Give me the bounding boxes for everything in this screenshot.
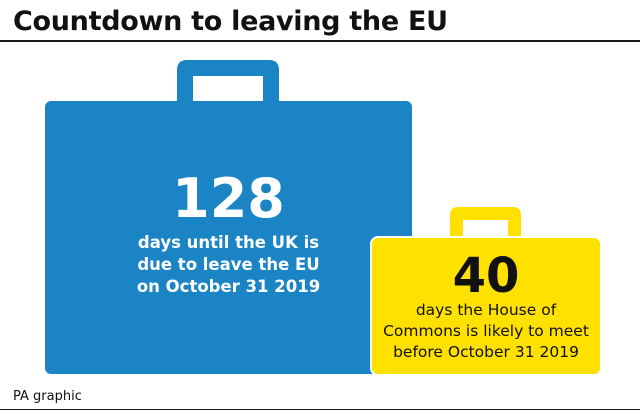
yellow-case-caption: days the House of Commons is likely to m… bbox=[383, 301, 589, 361]
yellow-briefcase-body bbox=[370, 236, 602, 376]
blue-briefcase-handle bbox=[177, 60, 279, 104]
title-divider bbox=[0, 40, 640, 42]
source-credit: PA graphic bbox=[13, 389, 82, 404]
page-title: Countdown to leaving the EU bbox=[13, 6, 448, 37]
yellow-briefcase-handle bbox=[448, 205, 523, 243]
blue-briefcase-body bbox=[45, 101, 412, 374]
yellow-briefcase-icon bbox=[370, 205, 602, 376]
blue-case-caption: days until the UK is due to leave the EU… bbox=[136, 233, 321, 296]
footer-divider bbox=[0, 409, 640, 410]
blue-case-number: 128 bbox=[172, 167, 285, 230]
yellow-case-number: 40 bbox=[452, 248, 520, 304]
blue-briefcase-icon bbox=[45, 60, 412, 374]
